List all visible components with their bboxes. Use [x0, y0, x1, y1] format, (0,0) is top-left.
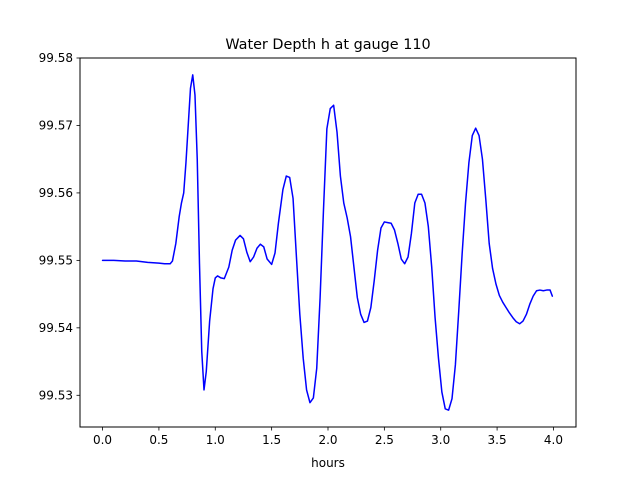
y-tick-label: 99.57: [39, 119, 73, 133]
y-tick-label: 99.53: [39, 388, 73, 402]
series-layer: [101, 74, 554, 411]
x-axis-label: hours: [311, 456, 345, 470]
x-tick-label: 4.0: [544, 433, 563, 447]
x-tick-label: 1.0: [206, 433, 225, 447]
y-tick-label: 99.55: [39, 254, 73, 268]
series-line-0: [101, 74, 554, 411]
x-tick-label: 2.5: [375, 433, 394, 447]
x-tick-label: 1.5: [262, 433, 281, 447]
x-axis: 0.0 0.5 1.0 1.5 2.0 2.5 3.0 3.5 4.0: [93, 427, 563, 447]
x-tick-label: 3.0: [431, 433, 450, 447]
y-tick-label: 99.54: [39, 321, 73, 335]
y-tick-label: 99.58: [39, 51, 73, 65]
y-axis: 99.53 99.54 99.55 99.56 99.57 99.58: [39, 51, 80, 402]
y-tick-label: 99.56: [39, 186, 73, 200]
x-tick-label: 0.5: [149, 433, 168, 447]
x-tick-label: 0.0: [93, 433, 112, 447]
chart-title: Water Depth h at gauge 110: [225, 37, 430, 53]
x-tick-label: 2.0: [318, 433, 337, 447]
x-tick-label: 3.5: [488, 433, 507, 447]
